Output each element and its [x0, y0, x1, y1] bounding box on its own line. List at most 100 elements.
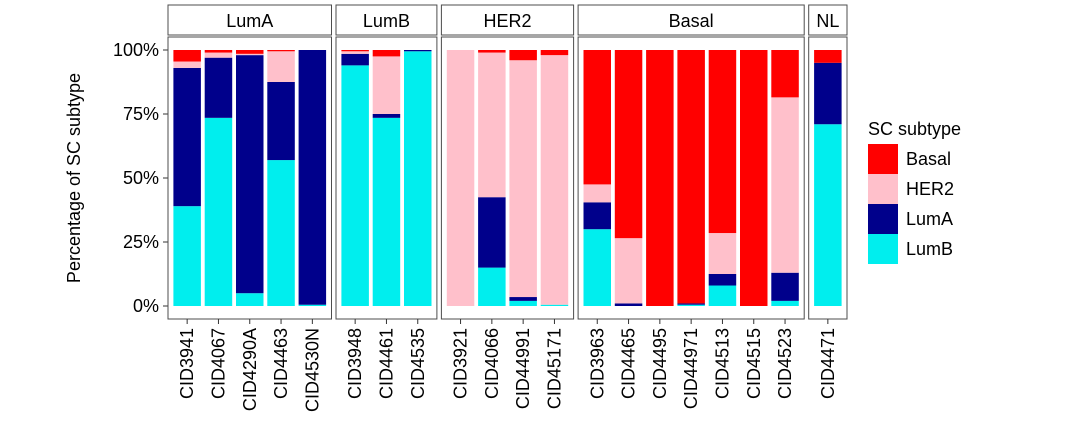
x-tick-label: CID4495: [650, 328, 670, 399]
facet-lumb: LumB CID3948 CID4461 CID4535: [335, 4, 438, 399]
legend-label: Basal: [906, 149, 951, 169]
x-tick-label: CID4471: [818, 328, 838, 399]
x-tick-label: CID44971: [681, 328, 701, 409]
bar-segment-basal: [708, 50, 737, 234]
x-tick-label: CID45171: [544, 328, 564, 409]
bar-segment-luma: [341, 53, 369, 66]
bar-segment-luma: [298, 50, 327, 305]
bar-segment-lumb: [677, 304, 705, 306]
bar-segment-lumb: [372, 117, 401, 306]
bar-segment-lumb: [583, 229, 611, 306]
bar-segment-lumb: [814, 124, 842, 307]
bar-segment-her2: [583, 184, 611, 203]
legend-key-basal: [868, 144, 898, 174]
legend-key-luma: [868, 204, 898, 234]
x-tick-label: CID4530N: [302, 328, 322, 412]
bar-segment-basal: [740, 50, 768, 306]
bar-segment-luma: [173, 67, 201, 207]
bar-segment-lumb: [478, 267, 506, 306]
bar-segment-basal: [236, 50, 264, 54]
bar-segment-lumb: [708, 285, 737, 306]
bar-segment-basal: [372, 50, 401, 57]
bar-segment-lumb: [771, 300, 799, 306]
bar-segment-basal: [646, 50, 674, 306]
y-axis-label: Percentage of SC subtype: [64, 73, 84, 283]
bar-segment-luma: [771, 272, 799, 301]
bar-segment-luma: [614, 303, 643, 306]
x-tick-label: CID4066: [482, 328, 502, 399]
legend-key-her2: [868, 174, 898, 204]
x-tick-label: CID4067: [208, 328, 228, 399]
facet-strip: [335, 4, 438, 36]
bar-segment-luma: [478, 197, 506, 268]
bar-segment-luma: [814, 62, 842, 125]
legend-entries: Basal HER2 LumA LumB: [868, 144, 954, 264]
bar-segment-basal: [677, 50, 705, 304]
bar-segment-luma: [677, 303, 705, 305]
bar-segment-lumb: [267, 160, 295, 306]
facet-strip-label: LumB: [363, 11, 410, 31]
x-tick-label: CID4535: [408, 328, 428, 399]
bar-segment-lumb: [540, 304, 569, 306]
x-tick-label: CID4465: [619, 328, 639, 399]
legend-label: HER2: [906, 179, 954, 199]
facet-strip: [577, 4, 805, 36]
bar-segment-basal: [267, 50, 295, 52]
bar-segment-basal: [509, 50, 537, 61]
bar-segment-her2: [708, 233, 737, 274]
x-tick-label: CID4515: [744, 328, 764, 399]
bar-segment-lumb: [341, 65, 369, 306]
facet-luma: LumA CID3941 CID4067 CID4290A CID4463 CID4530…: [167, 4, 332, 412]
x-tick-label: CID4523: [775, 328, 795, 399]
facet-basal: Basal CID3963 CID4465 CID4495 CID44971 CID451…: [577, 4, 805, 409]
facet-strip-label: HER2: [483, 11, 531, 31]
legend: SC subtype Basal HER2 LumA LumB: [868, 119, 961, 264]
bar-segment-basal: [341, 50, 369, 52]
facet-strip-label: LumA: [226, 11, 273, 31]
x-tick-label: CID4463: [271, 328, 291, 399]
bar-segment-her2: [614, 238, 643, 304]
facet-strip: [167, 4, 332, 36]
bar-segment-her2: [771, 97, 799, 273]
y-axis: 0% 25% 50% 75% 100%: [113, 40, 168, 316]
bar-segment-lumb: [509, 300, 537, 306]
legend-label: LumB: [906, 239, 953, 259]
x-tick-label: CID3941: [177, 328, 197, 399]
bar-segment-basal: [771, 50, 799, 98]
bar-segment-luma: [372, 114, 401, 118]
bar-segment-her2: [478, 52, 506, 198]
bar-segment-basal: [173, 50, 201, 62]
x-tick-label: CID4461: [376, 328, 396, 399]
bar-segment-her2: [204, 52, 233, 58]
x-tick-label: CID4513: [712, 328, 732, 399]
facet-strip: [808, 4, 848, 36]
bar-segment-luma: [583, 202, 611, 230]
bar-segment-lumb: [404, 51, 432, 306]
bar-segment-her2: [341, 51, 369, 54]
x-tick-label: CID44991: [513, 328, 533, 409]
bar-segment-basal: [814, 50, 842, 63]
bar-segment-her2: [540, 55, 569, 305]
bar-segment-basal: [478, 50, 506, 53]
bar-segment-luma: [236, 55, 264, 294]
bar-segment-luma: [509, 297, 537, 301]
bar-segment-basal: [583, 50, 611, 185]
bar-segment-lumb: [236, 293, 264, 306]
x-tick-label: CID3948: [345, 328, 365, 399]
y-tick-label: 0%: [133, 296, 159, 316]
bar-segment-her2: [446, 50, 475, 306]
bar-segment-luma: [404, 50, 432, 52]
bar-segment-her2: [267, 51, 295, 82]
bar-segment-basal: [540, 50, 569, 56]
bar-segment-basal: [204, 50, 233, 53]
facet-nl: NL CID4471: [808, 4, 848, 399]
x-tick-label: CID3963: [587, 328, 607, 399]
bar-segment-luma: [204, 57, 233, 118]
bar-segment-her2: [236, 53, 264, 56]
facet-strip: [440, 4, 575, 36]
bar-segment-luma: [708, 274, 737, 286]
bar-segment-lumb: [173, 206, 201, 306]
y-tick-label: 25%: [123, 232, 159, 252]
